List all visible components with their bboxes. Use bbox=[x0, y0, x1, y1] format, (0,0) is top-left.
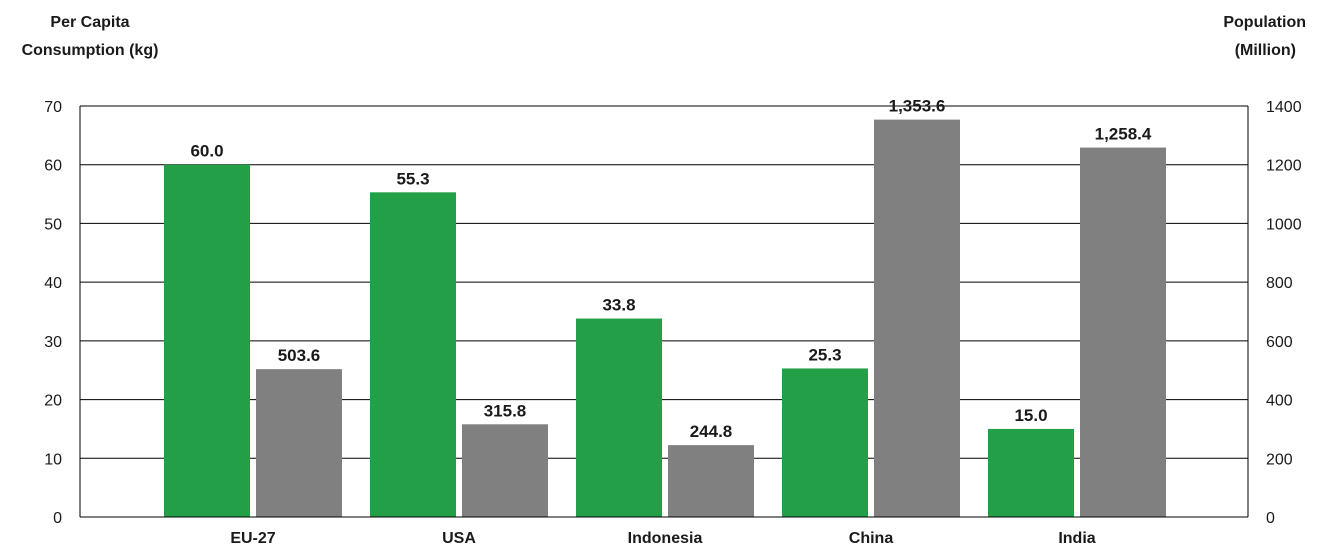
category-label: USA bbox=[442, 530, 476, 547]
consumption-bar-china bbox=[782, 368, 868, 517]
right-tick-label: 1400 bbox=[1266, 99, 1302, 116]
population-bar-indonesia bbox=[668, 445, 754, 517]
population-value-label: 1,258.4 bbox=[1095, 125, 1152, 144]
axes: 0 10 20 30 40 50 60 70 0 200 400 600 800 1000 1200 1400… bbox=[44, 99, 1301, 547]
left-axis-title-line-2: Consumption (kg) bbox=[22, 42, 159, 59]
right-tick-label: 200 bbox=[1266, 451, 1293, 468]
consumption-value-label: 60.0 bbox=[190, 142, 223, 161]
left-tick-label: 20 bbox=[44, 393, 62, 410]
population-value-label: 244.8 bbox=[690, 422, 733, 441]
category-label: India bbox=[1058, 530, 1095, 547]
right-tick-label: 0 bbox=[1266, 510, 1275, 527]
left-tick-label: 30 bbox=[44, 334, 62, 351]
right-tick-label: 800 bbox=[1266, 275, 1293, 292]
left-axis-title-line-1: Per Capita bbox=[50, 14, 129, 31]
population-value-label: 503.6 bbox=[278, 346, 321, 365]
population-bar-india bbox=[1080, 147, 1166, 518]
consumption-bar-eu-27 bbox=[164, 164, 250, 517]
consumption-value-label: 33.8 bbox=[602, 296, 635, 315]
population-value-label: 315.8 bbox=[484, 401, 527, 420]
category-label: Indonesia bbox=[628, 530, 703, 547]
right-axis-title-line-2: (Million) bbox=[1235, 42, 1296, 59]
consumption-bar-india bbox=[988, 428, 1074, 517]
population-bar-china bbox=[874, 119, 960, 518]
category-label: China bbox=[849, 530, 894, 547]
population-bar-usa bbox=[462, 424, 548, 517]
left-tick-label: 10 bbox=[44, 451, 62, 468]
consumption-value-label: 15.0 bbox=[1014, 406, 1047, 425]
data-labels: 60.0 55.3 33.8 25.3 15.0 503.6 315.8 244.8 1,353… bbox=[190, 97, 1151, 442]
right-tick-label: 1200 bbox=[1266, 158, 1302, 175]
category-label: EU-27 bbox=[230, 530, 275, 547]
gridlines bbox=[80, 105, 1248, 459]
consumption-value-label: 25.3 bbox=[808, 345, 841, 364]
left-tick-label: 40 bbox=[44, 275, 62, 292]
right-tick-label: 600 bbox=[1266, 334, 1293, 351]
consumption-bar-usa bbox=[370, 192, 456, 517]
consumption-value-label: 55.3 bbox=[396, 169, 429, 188]
right-axis-title-line-1: Population bbox=[1223, 14, 1306, 31]
left-tick-label: 50 bbox=[44, 216, 62, 233]
left-tick-label: 60 bbox=[44, 158, 62, 175]
left-tick-label: 70 bbox=[44, 99, 62, 116]
bars bbox=[164, 119, 1166, 518]
population-value-label: 1,353.6 bbox=[889, 97, 946, 116]
consumption-bar-indonesia bbox=[576, 318, 662, 517]
right-tick-label: 1000 bbox=[1266, 216, 1302, 233]
population-bar-eu-27 bbox=[256, 369, 342, 517]
right-tick-label: 400 bbox=[1266, 393, 1293, 410]
left-tick-label: 0 bbox=[53, 510, 62, 527]
